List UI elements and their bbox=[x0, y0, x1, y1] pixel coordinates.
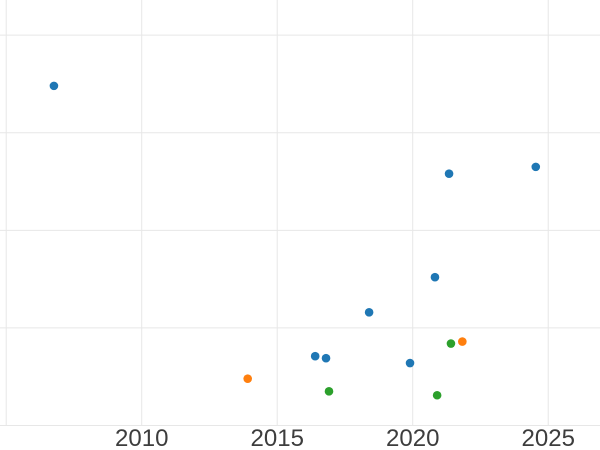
x-tick-label: 2010 bbox=[115, 425, 168, 450]
data-point-green bbox=[324, 387, 334, 396]
series-orange bbox=[243, 337, 467, 383]
x-gridlines bbox=[5, 0, 549, 426]
data-point-blue bbox=[531, 162, 541, 172]
data-point-blue bbox=[405, 358, 415, 368]
data-point-green bbox=[446, 339, 456, 348]
data-point-blue bbox=[364, 307, 374, 317]
data-point-blue bbox=[430, 272, 440, 282]
x-tick-label: 2020 bbox=[386, 425, 439, 450]
data-point-blue bbox=[444, 169, 454, 179]
series-green bbox=[324, 339, 456, 400]
data-point-blue bbox=[49, 81, 59, 91]
x-axis-tick-labels: 2010 2015 2020 2025 bbox=[115, 425, 575, 450]
y-gridlines bbox=[0, 34, 600, 426]
data-point-blue bbox=[310, 351, 320, 361]
data-point-blue bbox=[321, 353, 331, 363]
x-tick-label: 2015 bbox=[251, 425, 304, 450]
series-blue bbox=[49, 81, 541, 368]
data-point-orange bbox=[243, 374, 252, 383]
x-tick-label: 2025 bbox=[522, 425, 575, 450]
data-point-orange bbox=[458, 337, 467, 346]
data-point-green bbox=[432, 390, 442, 400]
